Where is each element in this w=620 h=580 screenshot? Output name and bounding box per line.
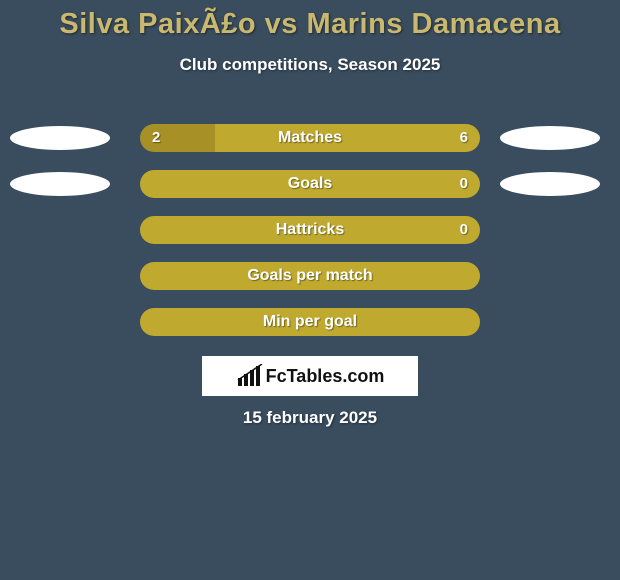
stat-bar: Goals per match [140, 262, 480, 290]
stat-bar: Hattricks0 [140, 216, 480, 244]
stat-label: Hattricks [140, 216, 480, 244]
logo: FcTables.com [202, 356, 418, 396]
stat-label: Goals per match [140, 262, 480, 290]
stats-card: Silva PaixÃ£o vs Marins Damacena Club co… [0, 0, 620, 580]
stat-rows: Matches26Goals0Hattricks0Goals per match… [0, 124, 620, 354]
stat-bar: Goals0 [140, 170, 480, 198]
page-subtitle: Club competitions, Season 2025 [0, 55, 620, 75]
stat-row: Goals per match [0, 262, 620, 308]
player-badge-right [500, 172, 600, 196]
player-badge-left [10, 172, 110, 196]
stat-row: Goals0 [0, 170, 620, 216]
stat-value-right: 6 [460, 124, 468, 152]
stat-bar: Min per goal [140, 308, 480, 336]
stat-value-right: 0 [460, 170, 468, 198]
page-title: Silva PaixÃ£o vs Marins Damacena [0, 0, 620, 41]
stat-label: Min per goal [140, 308, 480, 336]
bars-icon [236, 364, 264, 388]
stat-label: Goals [140, 170, 480, 198]
stat-label: Matches [140, 124, 480, 152]
date-label: 15 february 2025 [0, 408, 620, 428]
stat-bar: Matches2 6 [140, 124, 480, 152]
stat-row: Min per goal [0, 308, 620, 354]
player-badge-right [500, 126, 600, 150]
stat-value-right: 0 [460, 216, 468, 244]
stat-value-left: 2 [152, 124, 160, 152]
stat-row: Matches2 6 [0, 124, 620, 170]
stat-row: Hattricks0 [0, 216, 620, 262]
player-badge-left [10, 126, 110, 150]
logo-text: FcTables.com [266, 366, 385, 387]
